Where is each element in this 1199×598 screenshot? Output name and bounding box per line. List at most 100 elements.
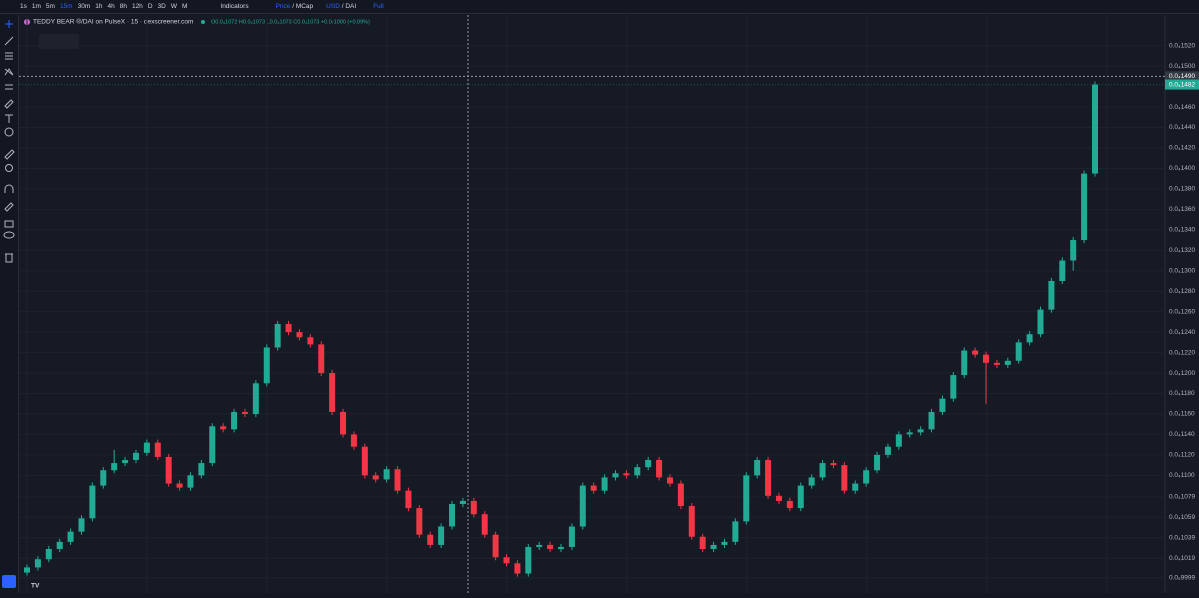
candle-body — [307, 337, 314, 345]
favorite-button[interactable] — [2, 575, 16, 588]
y-tick-label: 0.0₄1200 — [1169, 370, 1196, 377]
y-tick-label: 0.0₄1380 — [1169, 186, 1196, 193]
indicators-button[interactable]: Indicators — [220, 3, 249, 10]
candle-body — [111, 463, 118, 471]
interval-button[interactable]: 1h — [95, 3, 103, 10]
projection-tool[interactable] — [5, 84, 13, 90]
emoji-tool[interactable] — [4, 127, 14, 137]
candle-body — [1037, 309, 1044, 335]
zoom-tool[interactable] — [5, 164, 13, 172]
lock-tool[interactable] — [4, 220, 14, 228]
ruler-tool[interactable] — [4, 149, 15, 160]
y-tick-label: 0.0₄1440 — [1169, 124, 1196, 131]
interval-button[interactable]: W — [170, 3, 177, 10]
interval-button[interactable]: 8h — [119, 3, 127, 10]
y-tick-label: 0.0₄1500 — [1169, 63, 1196, 70]
candle-body — [427, 534, 434, 545]
interval-button[interactable]: M — [181, 3, 188, 10]
y-tick-label: 0.0₄1180 — [1169, 390, 1195, 397]
candle-body — [972, 350, 979, 355]
full-button[interactable]: Full — [373, 3, 384, 10]
status-dot — [201, 20, 205, 24]
line-tool[interactable] — [4, 36, 14, 46]
currency-toggle[interactable]: USD / DAI — [326, 3, 356, 10]
y-tick-label: 0.0₄1300 — [1169, 267, 1196, 274]
y-tick-label: 0.0₄1220 — [1169, 349, 1196, 356]
magnet-tool[interactable] — [4, 184, 14, 193]
candle-body — [732, 521, 739, 542]
candle-body — [710, 544, 717, 550]
candle-body — [132, 452, 139, 461]
candle-body — [56, 541, 63, 550]
candle-body — [895, 434, 902, 447]
candle-body — [1092, 84, 1098, 174]
brush-tool[interactable] — [4, 99, 14, 109]
candle-body — [143, 442, 150, 453]
candle-body — [525, 546, 532, 574]
candle-body — [198, 463, 205, 476]
interval-button[interactable]: 4h — [107, 3, 115, 10]
candle-body — [1015, 342, 1022, 361]
candle-body — [89, 485, 96, 519]
candle-body — [405, 490, 412, 509]
candle-body — [656, 460, 663, 478]
candle-body — [786, 500, 793, 509]
candle-body — [884, 446, 891, 455]
price[interactable]: Price — [275, 3, 291, 10]
drawing-toolbar — [0, 15, 19, 593]
y-tick-label: 0.0₄1079 — [1169, 494, 1196, 501]
usd[interactable]: USD — [326, 3, 340, 10]
y-tick-label: 0.0₄1059 — [1169, 514, 1196, 521]
interval-button[interactable]: 1m — [31, 3, 41, 10]
interval-button[interactable]: 12h — [131, 3, 143, 10]
candle-body — [329, 373, 336, 412]
interval-button[interactable]: 5m — [45, 3, 55, 10]
interval-button[interactable]: 15m — [59, 3, 73, 10]
fib-tool[interactable] — [5, 52, 13, 60]
y-tick-label: 0.0₄1260 — [1169, 308, 1196, 315]
interval-button[interactable]: 30m — [77, 3, 91, 10]
crosshair-tool[interactable] — [5, 20, 13, 28]
measure-buttons[interactable] — [39, 34, 79, 49]
y-tick-label: 0.0₄1420 — [1169, 145, 1196, 152]
interval-button[interactable]: 1s — [20, 3, 27, 10]
interval-button[interactable]: D — [147, 3, 153, 10]
candle-body — [340, 411, 347, 435]
candle-body — [961, 350, 968, 376]
candle-body — [1081, 173, 1088, 241]
candle-body — [623, 473, 630, 476]
mcap[interactable]: MCap — [295, 3, 314, 10]
candle-body — [1004, 360, 1011, 365]
price-toggle[interactable]: Price / MCap — [276, 3, 314, 10]
candle-body — [950, 375, 957, 399]
candle-body — [830, 463, 837, 466]
candle-body — [438, 526, 445, 545]
sep: / — [292, 3, 295, 10]
candle-body — [350, 434, 357, 447]
candle-body — [743, 475, 750, 522]
candle-body — [285, 323, 292, 333]
candle-body — [677, 483, 684, 507]
dai[interactable]: DAI — [345, 3, 357, 10]
candle-body — [449, 503, 456, 527]
ohlc-readout: O0.0₄1072 H0.0₄1073 L0.0₄1073 C0.0₄1073 … — [211, 19, 370, 25]
y-tick-label: 0.0₄1460 — [1169, 104, 1196, 111]
last-price-label: 0.0₄1482 — [1169, 81, 1196, 88]
candle-body — [993, 362, 1000, 365]
delete-tool[interactable] — [5, 253, 13, 263]
pattern-tool[interactable] — [4, 68, 14, 76]
y-tick-label: 0.0₄1100 — [1169, 472, 1195, 479]
candle-body — [187, 475, 194, 488]
candle-body — [863, 470, 870, 484]
crosshair-label: 0.0₄1490 — [1169, 73, 1196, 80]
text-tool[interactable] — [5, 114, 13, 123]
hide-tool[interactable] — [3, 231, 15, 239]
candle-body — [1026, 334, 1033, 343]
lock-draw-tool[interactable] — [4, 202, 14, 212]
plot-background — [19, 15, 1199, 593]
interval-button[interactable]: 3D — [157, 3, 166, 10]
candle-body — [721, 541, 728, 545]
y-tick-label: 0.0₄1520 — [1169, 42, 1196, 49]
intervals: 1s 1m 5m 15m 30m 1h 4h 8h 12h D 3D W M — [20, 3, 187, 10]
